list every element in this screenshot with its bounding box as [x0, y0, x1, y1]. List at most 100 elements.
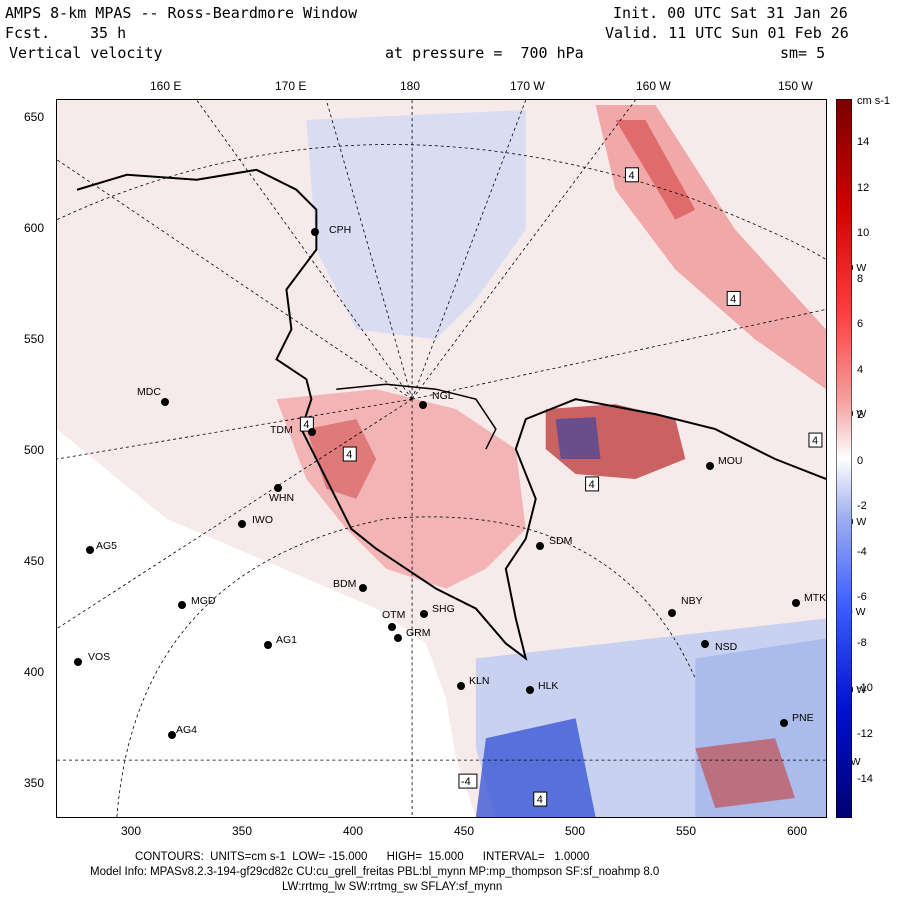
station-marker: [457, 682, 465, 690]
y-tick: 650: [24, 110, 45, 124]
station-label-mtk: MTK: [804, 592, 827, 604]
station-marker: [526, 686, 534, 694]
colorbar-label: 0: [857, 454, 864, 467]
station-marker: [161, 398, 169, 406]
forecast-label: Fcst.: [5, 24, 51, 42]
coastline: [76, 168, 826, 661]
x-tick: 550: [676, 824, 697, 838]
pressure-level: at pressure = 700 hPa: [385, 44, 584, 62]
field-patch: [695, 738, 796, 809]
station-label-kln: KLN: [469, 675, 490, 687]
init-time: Init. 00 UTC Sat 31 Jan 26: [613, 4, 848, 22]
station-label-otm: OTM: [382, 609, 406, 621]
y-tick: 400: [24, 665, 45, 679]
colorbar-label: -8: [857, 636, 867, 649]
y-tick: 550: [24, 332, 45, 346]
station-label-mou: MOU: [718, 455, 743, 467]
lon-label: 170 W: [510, 79, 545, 93]
colorbar: [836, 99, 852, 818]
colorbar-label: 14: [857, 136, 870, 148]
station-marker: [420, 610, 428, 618]
station-marker: [311, 228, 319, 236]
lon-label: 180: [400, 79, 421, 93]
station-label-sdm: SDM: [549, 535, 573, 547]
lon-label: 160 E: [150, 79, 182, 93]
station-label-mgd: MGD: [191, 595, 216, 607]
colorbar-label: -2: [857, 500, 867, 512]
station-marker: [701, 640, 709, 648]
contour-label: 4: [628, 170, 634, 182]
valid-time: Valid. 11 UTC Sun 01 Feb 26: [605, 24, 849, 42]
colorbar-label: 12: [857, 181, 870, 194]
station-marker: [178, 601, 186, 609]
contour-info: CONTOURS: UNITS=cm s-1 LOW= -15.000 HIGH…: [135, 851, 590, 863]
station-label-ag4: AG4: [176, 724, 198, 736]
lon-label: 170 E: [275, 79, 307, 93]
station-label-ag1: AG1: [276, 634, 298, 646]
field-name: Vertical velocity: [9, 44, 163, 62]
station-label-nsd: NSD: [715, 641, 738, 653]
map-panel: 4 4 4 4 4 4 -4 4: [56, 99, 827, 818]
station-marker: [536, 542, 544, 550]
lon-label: 150 W: [778, 79, 813, 93]
contour-label: 4: [346, 449, 352, 461]
x-tick: 300: [121, 824, 142, 838]
colorbar-label: -4: [857, 545, 867, 558]
station-marker: [792, 599, 800, 607]
graticule: [57, 100, 826, 817]
lon-label: 160 W: [636, 79, 671, 93]
x-tick: 500: [565, 824, 586, 838]
station-marker: [86, 546, 94, 554]
x-tick: 450: [454, 824, 475, 838]
station-label-bdm: BDM: [333, 578, 357, 590]
y-tick: 350: [24, 776, 45, 790]
station-marker: [394, 634, 402, 642]
colorbar-label: 10: [857, 227, 870, 239]
colorbar-label: 4: [857, 363, 864, 376]
station-marker: [359, 584, 367, 592]
station-label-nby: NBY: [681, 595, 703, 607]
station-marker: [668, 609, 676, 617]
station-marker: [706, 462, 714, 470]
station-label-cph: CPH: [329, 224, 352, 236]
colorbar-label: 6: [857, 318, 864, 330]
y-tick: 500: [24, 443, 45, 457]
contour-label: 4: [812, 435, 818, 447]
contour-label: -4: [461, 776, 471, 788]
contour-label: 4: [730, 293, 736, 305]
y-tick: 450: [24, 554, 45, 568]
station-label-hlk: HLK: [538, 680, 559, 692]
colorbar-label: 8: [857, 272, 864, 285]
no-data-region: [57, 429, 476, 817]
contour-label: 4: [303, 419, 309, 431]
station-label-shg: SHG: [432, 603, 455, 615]
station-marker: [419, 401, 427, 409]
forecast-hour: 35 h: [90, 24, 127, 42]
station-label-vos: VOS: [88, 651, 111, 663]
colorbar-label: -12: [857, 727, 873, 740]
x-tick: 350: [232, 824, 253, 838]
station-label-iwo: IWO: [252, 514, 273, 526]
colorbar-label: -6: [857, 591, 867, 603]
station-label-pne: PNE: [792, 712, 814, 724]
field-patch: [306, 109, 526, 340]
station-marker: [238, 520, 246, 528]
colorbar-label: -14: [857, 773, 873, 785]
station-marker: [168, 731, 176, 739]
field-patch: [615, 119, 696, 220]
station-marker: [388, 623, 396, 631]
station-marker: [264, 641, 272, 649]
map-title: AMPS 8-km MPAS -- Ross-Beardmore Window: [5, 4, 358, 22]
station-label-grm: GRM: [406, 627, 431, 639]
station-marker: [780, 719, 788, 727]
y-tick: 600: [24, 221, 45, 235]
colorbar-units: cm s-1: [857, 95, 890, 107]
contour-label: 4: [537, 794, 543, 806]
station-label-ngl: NGL: [432, 390, 454, 402]
x-tick: 600: [787, 824, 808, 838]
station-label-mdc: MDC: [137, 386, 161, 398]
station-marker: [74, 658, 82, 666]
colorbar-label: -10: [857, 682, 873, 694]
field-patch: [306, 419, 377, 499]
colorbar-label: 2: [857, 409, 864, 421]
